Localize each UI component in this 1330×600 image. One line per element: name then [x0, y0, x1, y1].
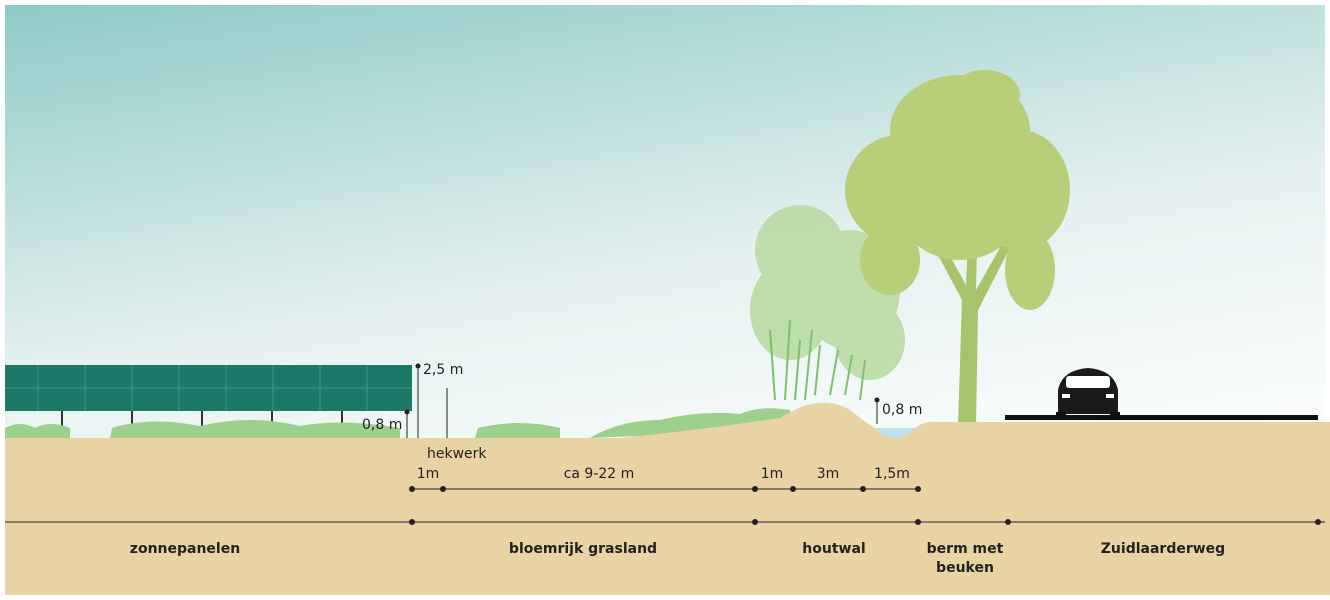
zone-label: berm met beuken — [927, 541, 1004, 576]
zone-label: Zuidlaarderweg — [1101, 541, 1225, 557]
dimension-label: 1m — [761, 466, 784, 482]
fence-label: hekwerk — [427, 446, 487, 462]
solar-panels — [5, 365, 412, 438]
ditch-depth: 0,8 m — [882, 402, 922, 418]
zone-label: bloemrijk grasland — [509, 541, 657, 557]
dimension-label: 1,5m — [874, 466, 910, 482]
car — [1056, 368, 1120, 420]
dimension-label: ca 9-22 m — [564, 466, 635, 482]
ground — [5, 402, 1330, 595]
zone-label: houtwal — [802, 541, 865, 557]
dimension-label: 1m — [417, 466, 440, 482]
dimension-line — [409, 486, 921, 492]
panel-clearance: 0,8 m — [362, 417, 402, 433]
road — [1005, 415, 1318, 420]
beech-tree — [845, 70, 1070, 425]
dimension-label: 3m — [817, 466, 840, 482]
ditch-water — [875, 428, 915, 438]
zone-baseline — [5, 519, 1325, 525]
zone-label: zonnepanelen — [130, 541, 240, 557]
shrubs — [769, 319, 866, 401]
height-markers — [404, 363, 880, 438]
panel-height: 2,5 m — [423, 362, 463, 378]
